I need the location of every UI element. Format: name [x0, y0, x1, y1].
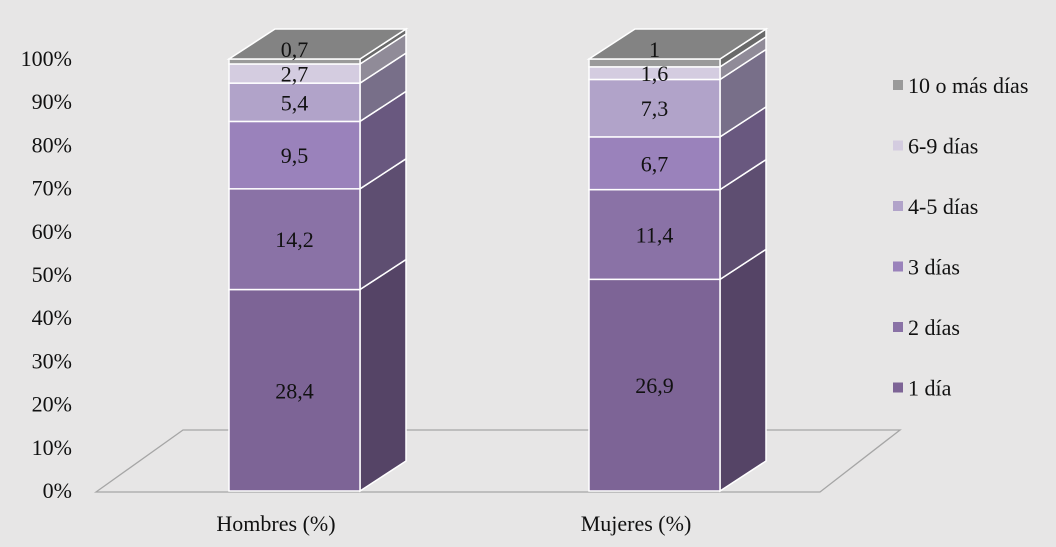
data-label: 1,6: [641, 61, 669, 86]
bar-segment: [228, 188, 361, 291]
bar-stack-mujeres: 26,9 11,4 6,7 7,3 1,61: [586, 27, 769, 493]
y-tick-label: 10%: [32, 435, 72, 460]
y-tick-label: 30%: [32, 348, 72, 373]
legend-swatch: [893, 201, 903, 211]
legend-item: 10 o más días: [893, 73, 1028, 98]
bar-side-face: [719, 247, 767, 493]
y-tick-label: 70%: [32, 176, 72, 201]
bar-segment: [588, 188, 721, 281]
x-category-label: Hombres (%): [216, 511, 335, 536]
legend-label: 3 días: [908, 255, 960, 280]
bar-side-face: [359, 258, 407, 493]
bar-top-face: [586, 28, 769, 60]
bar-segment: [228, 120, 361, 190]
legend-swatch: [893, 140, 903, 151]
bar-segment: [588, 78, 721, 138]
legend-label: 6-9 días: [908, 134, 978, 159]
y-tick-label: 80%: [32, 132, 72, 157]
y-tick-label: 100%: [21, 46, 72, 71]
data-label: 5,4: [281, 90, 309, 115]
y-tick-label: 40%: [32, 305, 72, 330]
bar-top-face: [226, 28, 409, 60]
y-tick-label: 20%: [32, 392, 72, 417]
data-label: 9,5: [281, 143, 309, 168]
legend-item: 1 día: [893, 376, 952, 401]
legend-label: 10 o más días: [908, 73, 1028, 98]
y-tick-label: 0%: [43, 478, 72, 503]
data-label: 28,4: [275, 378, 314, 403]
data-label: 0,7: [281, 37, 309, 62]
data-label: 7,3: [641, 96, 669, 121]
bar-segment: [228, 82, 361, 123]
data-label: 26,9: [635, 373, 674, 398]
chart-floor: [93, 429, 902, 493]
bar-segment: [588, 136, 721, 191]
legend-swatch: [893, 80, 903, 90]
legend-swatch: [893, 322, 903, 332]
legend-swatch: [893, 382, 903, 393]
data-label: 1: [649, 37, 660, 62]
data-label: 2,7: [281, 62, 309, 87]
y-tick-label: 60%: [32, 219, 72, 244]
data-label: 6,7: [641, 151, 669, 176]
y-tick-label: 50%: [32, 262, 72, 287]
legend-label: 1 día: [908, 376, 952, 401]
legend-item: 6-9 días: [893, 134, 978, 159]
legend-label: 2 días: [908, 315, 960, 340]
bar-stack-hombres: 28,4 14,2 9,5 5,4 2,70,7: [226, 27, 409, 493]
y-tick-label: 90%: [32, 89, 72, 114]
legend-item: 4-5 días: [893, 194, 978, 219]
data-label: 14,2: [275, 227, 314, 252]
bar-segment: [228, 288, 361, 492]
legend-item: 2 días: [893, 315, 960, 340]
legend-item: 3 días: [893, 255, 960, 280]
data-label: 11,4: [636, 222, 674, 247]
legend-swatch: [893, 261, 903, 272]
legend-label: 4-5 días: [908, 194, 978, 219]
x-category-label: Mujeres (%): [581, 511, 692, 536]
